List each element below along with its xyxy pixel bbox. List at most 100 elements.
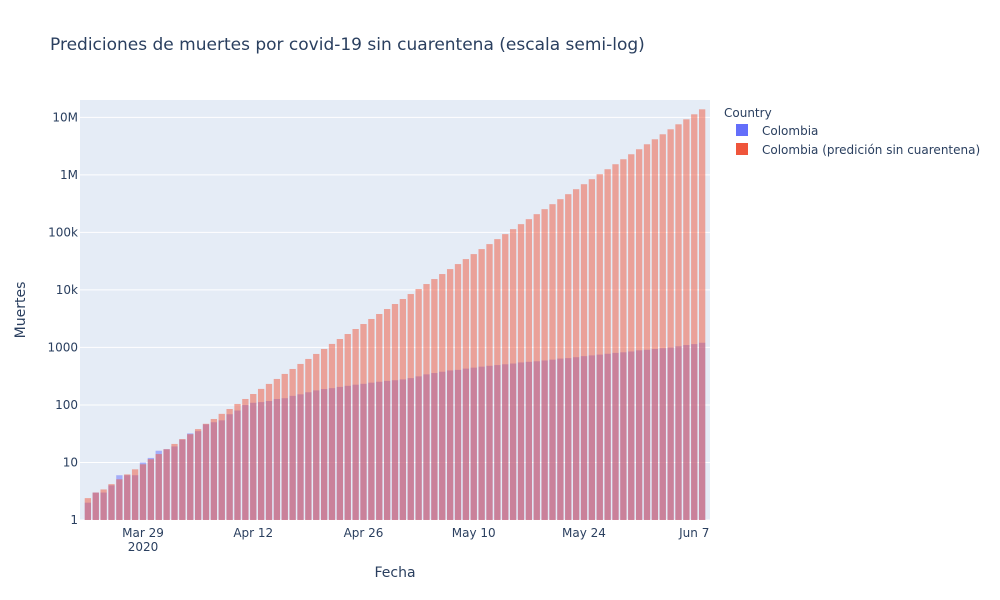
bar-colombia-prediccion[interactable]	[273, 378, 281, 520]
bar-colombia-prediccion[interactable]	[84, 498, 92, 520]
bar-colombia-prediccion[interactable]	[100, 489, 107, 520]
bar-colombia-prediccion[interactable]	[92, 492, 99, 520]
bar-colombia-prediccion[interactable]	[604, 169, 611, 521]
bar-colombia-prediccion[interactable]	[242, 398, 249, 520]
bar-colombia-prediccion[interactable]	[517, 224, 525, 520]
bar-colombia-prediccion[interactable]	[494, 239, 501, 520]
bar-colombia-prediccion[interactable]	[549, 204, 556, 520]
bar-colombia-prediccion[interactable]	[596, 174, 603, 521]
bar-colombia-prediccion[interactable]	[462, 259, 470, 520]
legend-item-colombia-prediccion[interactable]: Colombia (predición sin cuarentena)	[736, 143, 980, 157]
legend-label: Colombia	[762, 124, 818, 138]
bar-colombia-prediccion[interactable]	[565, 194, 572, 520]
bar-colombia-prediccion[interactable]	[399, 299, 407, 520]
bar-colombia-prediccion[interactable]	[580, 184, 588, 520]
y-tick-label: 1M	[60, 168, 78, 182]
bar-colombia-prediccion[interactable]	[210, 418, 218, 520]
bar-colombia-prediccion[interactable]	[383, 309, 391, 520]
bar-colombia-prediccion[interactable]	[257, 388, 265, 520]
bar-colombia-prediccion[interactable]	[289, 368, 296, 520]
bar-colombia-prediccion[interactable]	[470, 254, 477, 520]
bar-colombia-prediccion[interactable]	[533, 214, 540, 520]
bar-colombia-prediccion[interactable]	[265, 383, 273, 520]
bar-colombia-prediccion[interactable]	[194, 429, 202, 520]
bar-colombia-prediccion[interactable]	[131, 469, 139, 520]
bar-colombia-prediccion[interactable]	[336, 339, 344, 520]
legend: Country Colombia Colombia (predición sin…	[724, 106, 980, 157]
bar-colombia-prediccion[interactable]	[675, 124, 682, 521]
bar-colombia-prediccion[interactable]	[557, 199, 564, 520]
x-tick-label: Mar 29	[122, 526, 164, 540]
bar-colombia-prediccion[interactable]	[415, 289, 422, 520]
bar-colombia-prediccion[interactable]	[454, 264, 462, 520]
bar-colombia-prediccion[interactable]	[281, 373, 288, 520]
bar-colombia-prediccion[interactable]	[683, 119, 690, 520]
bar-colombia-prediccion[interactable]	[124, 474, 131, 520]
bar-colombia-prediccion[interactable]	[360, 324, 367, 520]
bar-colombia-prediccion[interactable]	[525, 219, 533, 520]
y-tick-label: 1	[70, 513, 78, 527]
bar-colombia-prediccion[interactable]	[108, 484, 115, 520]
bar-colombia-prediccion[interactable]	[588, 179, 596, 520]
bar-colombia-prediccion[interactable]	[478, 249, 485, 520]
bar-colombia-prediccion[interactable]	[147, 459, 155, 520]
bar-colombia-prediccion[interactable]	[320, 348, 328, 520]
bar-colombia-prediccion[interactable]	[659, 134, 666, 520]
legend-swatch	[736, 124, 748, 136]
bar-colombia-prediccion[interactable]	[612, 164, 619, 521]
x-tick-label: Jun 7	[678, 526, 709, 540]
bar-colombia-prediccion[interactable]	[691, 114, 698, 520]
y-tick-label: 10M	[52, 110, 78, 124]
y-tick-label: 10k	[56, 283, 78, 297]
bar-colombia-prediccion[interactable]	[643, 144, 651, 520]
bar-colombia-prediccion[interactable]	[667, 129, 674, 521]
bar-colombia-prediccion[interactable]	[368, 318, 375, 520]
bar-colombia-prediccion[interactable]	[179, 439, 186, 520]
legend-title: Country	[724, 106, 772, 120]
bar-colombia-prediccion[interactable]	[202, 423, 210, 520]
bar-colombia-prediccion[interactable]	[439, 274, 446, 520]
legend-label: Colombia (predición sin cuarentena)	[762, 143, 980, 157]
y-axis-ticks: 1 10 100 1000 10k 100k 1M 10M	[47, 110, 78, 527]
bar-colombia-prediccion[interactable]	[305, 358, 312, 520]
legend-item-colombia[interactable]: Colombia	[736, 124, 818, 138]
bar-colombia-prediccion[interactable]	[431, 279, 438, 520]
bar-colombia-prediccion[interactable]	[139, 464, 147, 520]
bar-colombia-prediccion[interactable]	[171, 443, 178, 520]
bar-colombia-prediccion[interactable]	[502, 234, 509, 520]
bar-colombia-prediccion[interactable]	[572, 189, 580, 520]
bar-colombia-prediccion[interactable]	[352, 329, 359, 520]
bar-colombia-prediccion[interactable]	[226, 409, 233, 520]
bar-colombia-prediccion[interactable]	[541, 209, 548, 521]
bar-colombia-prediccion[interactable]	[628, 154, 635, 520]
bar-colombia-prediccion[interactable]	[698, 109, 706, 520]
bar-colombia-prediccion[interactable]	[328, 343, 336, 520]
bar-colombia-prediccion[interactable]	[651, 139, 659, 520]
x-tick-label: Apr 26	[344, 526, 384, 540]
bar-colombia-prediccion[interactable]	[423, 284, 430, 520]
y-tick-label: 10	[63, 455, 78, 469]
bar-colombia-prediccion[interactable]	[297, 363, 304, 520]
bar-colombia-prediccion[interactable]	[234, 403, 241, 520]
bar-colombia-prediccion[interactable]	[635, 149, 643, 520]
bar-colombia-prediccion[interactable]	[376, 314, 383, 520]
bar-colombia-prediccion[interactable]	[163, 449, 170, 520]
bar-colombia-prediccion[interactable]	[250, 394, 257, 520]
bar-colombia-prediccion[interactable]	[486, 244, 493, 521]
bar-colombia-prediccion[interactable]	[116, 479, 123, 520]
bar-colombia-prediccion[interactable]	[187, 434, 194, 520]
bar-colombia-prediccion[interactable]	[446, 269, 454, 520]
x-axis-title: Fecha	[374, 565, 415, 581]
bar-colombia-prediccion[interactable]	[313, 353, 320, 520]
x-tick-label: May 10	[452, 526, 496, 540]
bar-colombia-prediccion[interactable]	[344, 334, 351, 520]
bar-colombia-prediccion[interactable]	[218, 413, 225, 520]
chart-title: Prediciones de muertes por covid-19 sin …	[50, 35, 645, 55]
bar-colombia-prediccion[interactable]	[155, 454, 162, 520]
bar-colombia-prediccion[interactable]	[407, 294, 414, 520]
bar-colombia-prediccion[interactable]	[620, 159, 627, 520]
bar-colombia-prediccion[interactable]	[391, 304, 399, 520]
bar-colombia-prediccion[interactable]	[509, 229, 517, 520]
